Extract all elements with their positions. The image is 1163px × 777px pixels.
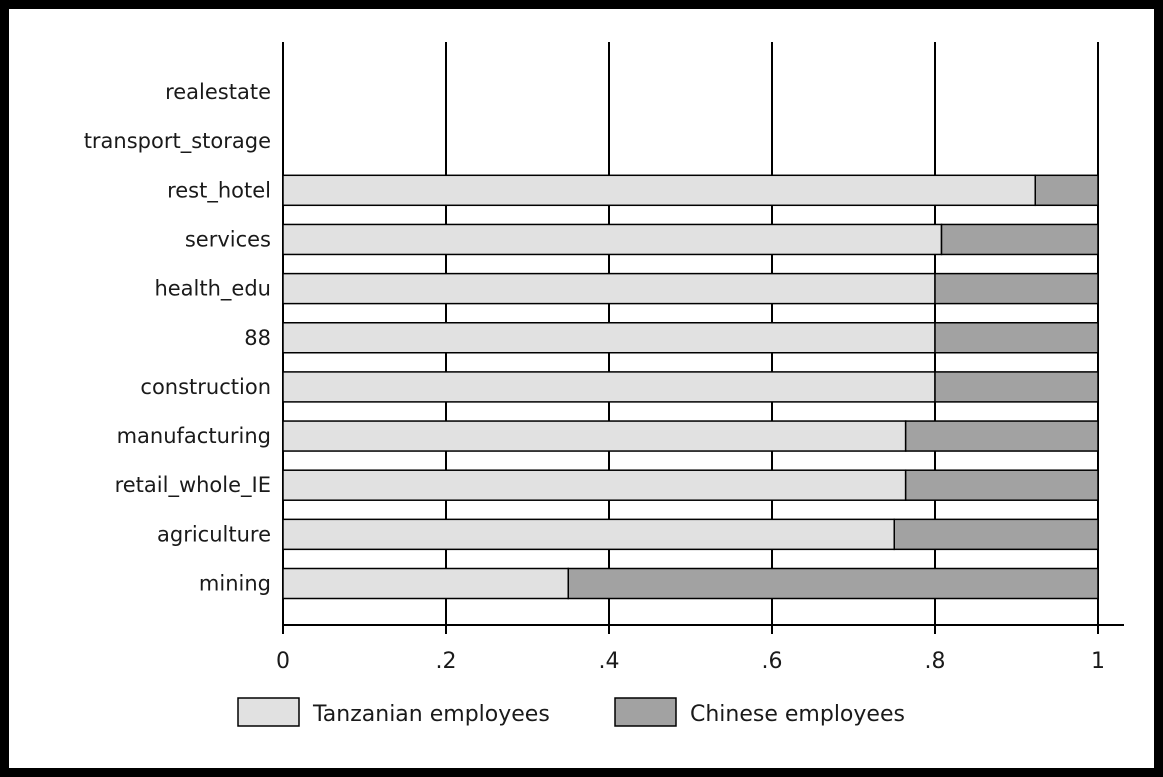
bar-segment-tanzanian xyxy=(282,469,907,501)
bar-segment-tanzanian xyxy=(282,518,895,551)
category-label: retail_whole_IE xyxy=(115,473,271,498)
legend-swatch-chinese xyxy=(614,697,677,727)
bar-segment-tanzanian xyxy=(282,322,936,354)
x-tick-label: .2 xyxy=(436,649,457,674)
x-tick-label: .6 xyxy=(762,649,783,674)
category-label: health_edu xyxy=(154,277,271,302)
bar-segment-chinese xyxy=(934,272,1099,305)
category-label: services xyxy=(185,227,271,251)
legend-label-tanzanian: Tanzanian employees xyxy=(312,702,550,727)
bar-segment-chinese xyxy=(934,371,1099,403)
bar-segment-chinese xyxy=(1034,174,1099,207)
bar-segment-chinese xyxy=(904,469,1099,501)
bar-segment-tanzanian xyxy=(282,272,936,305)
x-tick-label: 1 xyxy=(1091,649,1105,674)
category-label: 88 xyxy=(244,326,271,350)
x-axis: 0 .2 .4 .6 .8 1 xyxy=(276,624,1124,674)
x-tick-label: .8 xyxy=(925,649,946,674)
category-label: manufacturing xyxy=(117,424,271,448)
legend-label-chinese: Chinese employees xyxy=(690,702,905,727)
bar-segment-chinese xyxy=(940,223,1099,256)
category-label: mining xyxy=(199,572,271,596)
bar-segment-tanzanian xyxy=(282,567,569,600)
category-labels: realestate transport_storage rest_hotelser… xyxy=(84,80,271,596)
x-tick-label: 0 xyxy=(276,649,290,674)
bars xyxy=(282,174,1099,600)
category-label: rest_hotel xyxy=(167,178,271,203)
category-label: construction xyxy=(140,375,271,399)
category-label: agriculture xyxy=(157,522,271,546)
bar-segment-chinese xyxy=(567,567,1099,600)
category-label: realestate xyxy=(165,80,271,104)
bar-segment-tanzanian xyxy=(282,223,943,256)
x-tick-label: .4 xyxy=(599,649,620,674)
category-label: transport_storage xyxy=(84,129,271,154)
bar-segment-tanzanian xyxy=(282,420,907,452)
bar-segment-chinese xyxy=(893,518,1099,551)
bar-segment-tanzanian xyxy=(282,371,936,403)
bar-segment-chinese xyxy=(904,420,1099,452)
legend: Tanzanian employees Chinese employees xyxy=(237,697,905,727)
legend-swatch-tanzanian xyxy=(237,697,300,727)
bar-segment-tanzanian xyxy=(282,174,1036,207)
bar-segment-chinese xyxy=(934,322,1099,354)
